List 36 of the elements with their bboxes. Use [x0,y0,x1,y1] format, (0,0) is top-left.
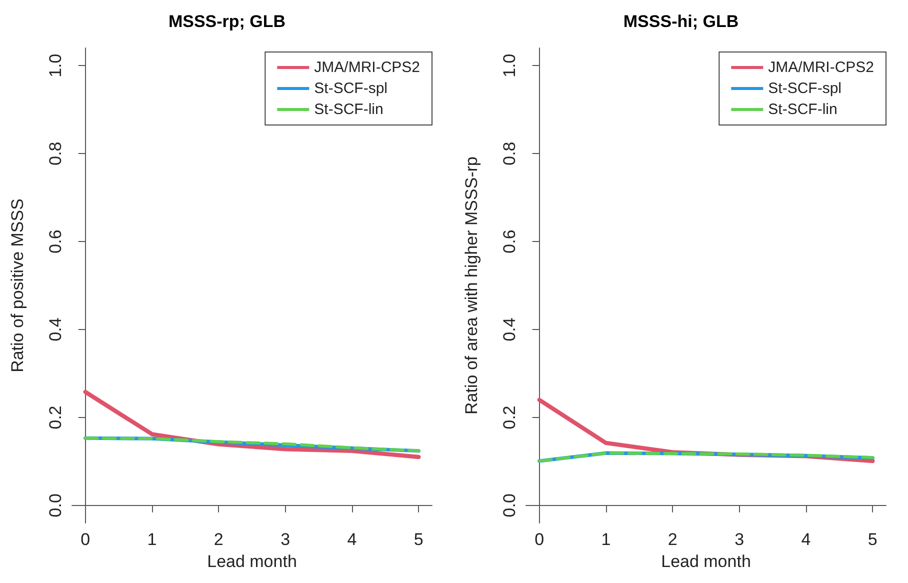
y-axis-title: Ratio of positive MSSS [8,198,27,372]
x-tick-label: 4 [801,530,811,549]
legend-label: JMA/MRI-CPS2 [768,59,874,76]
y-tick-label: 1.0 [500,54,519,78]
x-tick-label: 3 [280,530,290,549]
x-tick-label: 2 [668,530,678,549]
x-tick-label: 5 [868,530,878,549]
y-tick-label: 0.4 [500,318,519,342]
y-tick-label: 0.4 [46,318,65,342]
y-tick-label: 0.8 [46,142,65,166]
x-tick-label: 4 [347,530,357,549]
x-axis-title: Lead month [207,552,297,571]
x-tick-label: 1 [147,530,157,549]
x-axis-title: Lead month [661,552,751,571]
x-tick-label: 1 [601,530,611,549]
y-tick-label: 0.6 [500,230,519,254]
x-tick-label: 3 [734,530,744,549]
y-tick-label: 0.0 [500,494,519,518]
x-tick-label: 2 [214,530,224,549]
x-tick-label: 5 [414,530,424,549]
y-tick-label: 0.6 [46,230,65,254]
x-tick-label: 0 [80,530,90,549]
legend-label: St-SCF-spl [314,80,388,97]
y-tick-label: 1.0 [46,54,65,78]
legend-label: St-SCF-lin [314,101,384,118]
y-tick-label: 0.0 [46,494,65,518]
legend-label: St-SCF-lin [768,101,838,118]
y-tick-label: 0.2 [46,406,65,430]
x-tick-label: 0 [534,530,544,549]
legend-label: St-SCF-spl [768,80,842,97]
chart-title: MSSS-rp; GLB [168,12,286,31]
y-axis-title: Ratio of area with higher MSSS-rp [462,156,481,414]
y-tick-label: 0.8 [500,142,519,166]
y-tick-label: 0.2 [500,406,519,430]
chart-title: MSSS-hi; GLB [623,12,739,31]
legend-label: JMA/MRI-CPS2 [314,59,420,76]
